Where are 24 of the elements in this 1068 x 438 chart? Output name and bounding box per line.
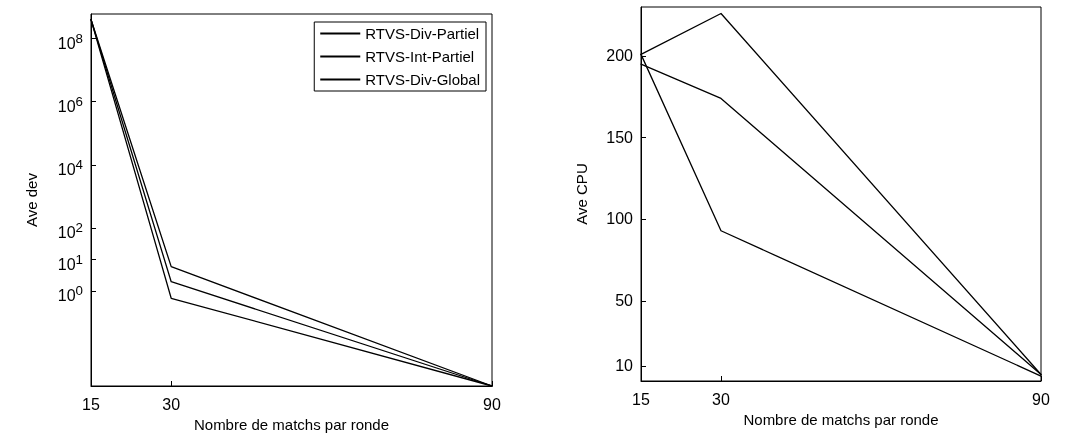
- y-tick-label: 150: [605, 128, 633, 147]
- x-axis-title: Nombre de matchs par ronde: [743, 410, 939, 428]
- legend-label: RTVS-Div-Global: [365, 71, 480, 88]
- y-axis-title: Ave CPU: [573, 163, 590, 225]
- x-axis-title: Nombre de matchs par ronde: [193, 415, 390, 433]
- legend-label: RTVS-Int-Partiel: [365, 48, 475, 65]
- y-tick-label: 10$^{8}$: [56, 29, 83, 53]
- x-tick-label: 90: [1032, 390, 1050, 408]
- y-tick-label: 10: [614, 357, 633, 376]
- y-tick-label: 50: [614, 291, 633, 310]
- y-tick-label: 10$^{0}$: [56, 282, 83, 306]
- y-tick-label: 10$^{1}$: [56, 250, 83, 274]
- y-tick-label: 200: [605, 46, 633, 65]
- y-tick-label: 10$^{6}$: [56, 92, 83, 117]
- x-tick-label: 90: [483, 395, 501, 413]
- x-tick-label: 30: [162, 395, 181, 413]
- legend-label: RTVS-Div-Partiel: [365, 25, 480, 42]
- y-tick-label: 10$^{4}$: [57, 156, 83, 179]
- x-tick-label: 30: [712, 390, 730, 408]
- y-axis-title: Ave dev: [23, 172, 40, 227]
- x-tick-label: 15: [82, 395, 100, 413]
- y-tick-label: 100: [606, 210, 633, 228]
- y-tick-label: 10$^{2}$: [57, 220, 83, 242]
- x-tick-label: 15: [632, 390, 650, 408]
